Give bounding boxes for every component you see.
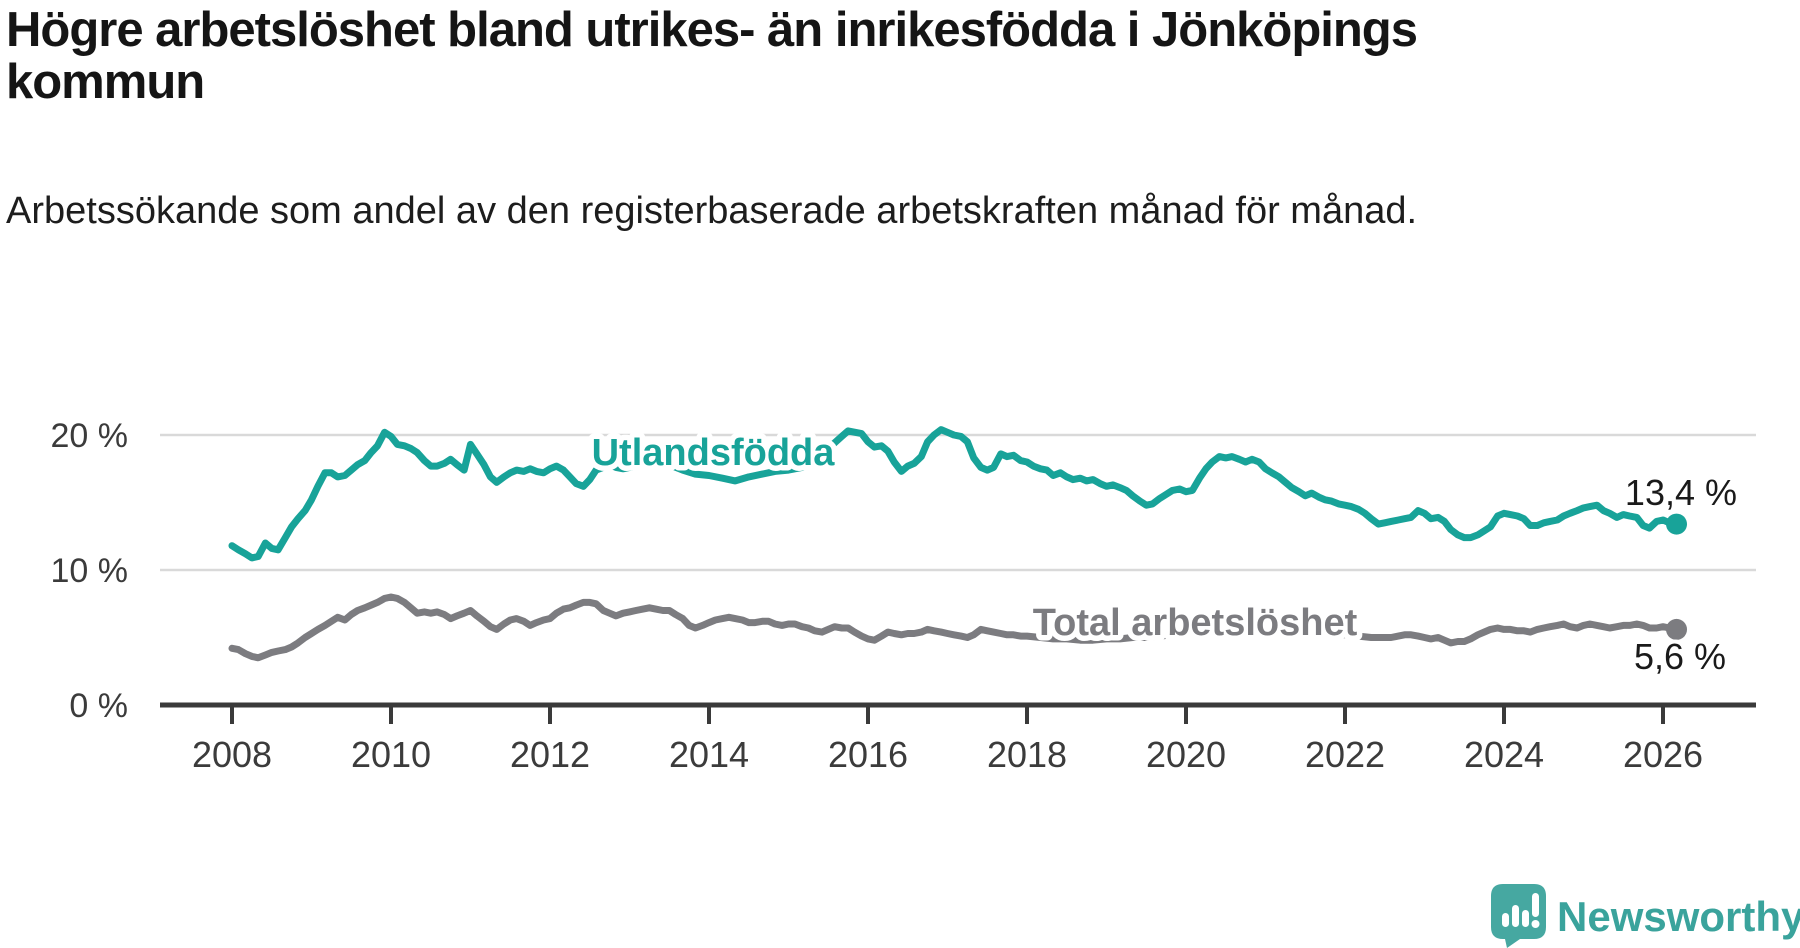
x-tick-label: 2014: [669, 734, 749, 775]
x-axis-ticks: 2008 2010 2012 2014 2016 2018 2020 2022 2024 2026: [192, 707, 1703, 775]
bar-chart-speech-bubble-icon: [1491, 884, 1546, 948]
x-tick-label: 2026: [1623, 734, 1703, 775]
end-value-label-utlandsfodda: 13,4 %: [1625, 472, 1737, 513]
series-lines: [228, 426, 1688, 662]
x-tick-label: 2016: [828, 734, 908, 775]
series-end-dot-total-arbetsloshet: [1666, 618, 1688, 640]
x-tick-label: 2022: [1305, 734, 1385, 775]
gridlines: [160, 433, 1756, 572]
y-tick-label: 10 %: [51, 552, 129, 590]
end-value-label-total-arbetsloshet: 5,6 %: [1634, 636, 1726, 677]
page-subtitle: Arbetssökande som andel av den registerb…: [6, 190, 1418, 232]
y-axis-labels: 0 % 10 % 20 %: [51, 417, 129, 725]
series-line-utlandsfodda: [228, 426, 1680, 562]
series-end-dot-utlandsfodda: [1666, 513, 1688, 535]
x-tick-label: 2024: [1464, 734, 1544, 775]
y-tick-label: 0 %: [69, 687, 128, 725]
x-tick-label: 2020: [1146, 734, 1226, 775]
page-title: Högre arbetslöshet bland utrikes- än inr…: [6, 3, 1418, 110]
x-tick-label: 2018: [987, 734, 1067, 775]
series-line-total-arbetsloshet: [228, 593, 1680, 662]
series-label-total-arbetsloshet: Total arbetslöshet: [1033, 602, 1358, 644]
series-label-utlandsfodda: Utlandsfödda: [592, 432, 836, 474]
x-tick-label: 2008: [192, 734, 272, 775]
x-tick-label: 2010: [351, 734, 431, 775]
logo-text: Newsworthy: [1557, 893, 1800, 940]
x-tick-label: 2012: [510, 734, 590, 775]
y-tick-label: 20 %: [51, 417, 129, 455]
newsworthy-logo: Newsworthy: [1491, 884, 1800, 948]
